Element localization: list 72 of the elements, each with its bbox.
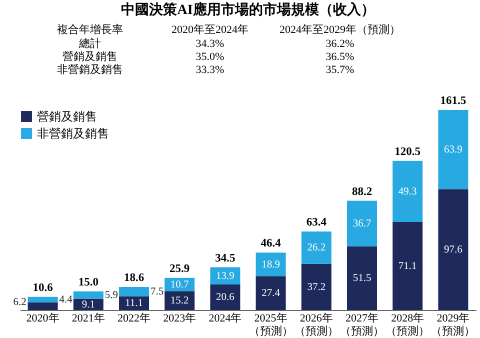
x-tick-label: 2021年 <box>72 312 105 324</box>
x-tick-label: 2029年（預測） <box>431 312 476 338</box>
text: 36.2% <box>326 38 354 50</box>
data-label: 27.4 <box>262 288 281 300</box>
bar <box>164 291 195 310</box>
data-label: 37.2 <box>307 282 326 293</box>
x-tick-label: 2023年 <box>163 312 196 324</box>
data-label: 5.9 <box>104 290 118 302</box>
x-tick-label: 2024年 <box>208 312 242 324</box>
x-tick-label: 2025年（預測） <box>248 312 293 338</box>
data-label: 18.9 <box>262 259 280 270</box>
total-label: 15.0 <box>78 276 99 288</box>
data-label: 10.7 <box>170 280 189 291</box>
text: 35.7% <box>326 64 354 76</box>
bar <box>301 231 332 264</box>
bar <box>210 284 240 310</box>
x-tick-label: 2026年（預測） <box>294 312 338 338</box>
bar <box>347 200 377 246</box>
data-label: 51.5 <box>352 273 372 284</box>
bar <box>28 302 58 310</box>
bar <box>438 189 468 310</box>
bar <box>392 222 423 310</box>
text: 36.5% <box>326 51 354 63</box>
text: 2024年至2029年（預測） <box>280 24 400 36</box>
bar <box>392 160 423 222</box>
data-label: 11.1 <box>125 298 143 310</box>
total-label: 46.4 <box>260 238 282 250</box>
total-label: 10.6 <box>32 282 54 294</box>
data-label: 15.2 <box>170 296 189 307</box>
bar <box>28 296 58 302</box>
text: 總計 <box>78 37 101 50</box>
text: 35.0% <box>196 51 224 63</box>
total-label: 161.5 <box>440 95 466 107</box>
text: 複合年增長率 <box>57 23 123 36</box>
total-label: 25.9 <box>170 262 190 275</box>
data-label: 9.1 <box>82 299 95 310</box>
data-label: 49.3 <box>398 186 417 198</box>
x-tick-label: 2022年 <box>118 312 150 324</box>
data-label: 13.9 <box>216 270 234 282</box>
bar <box>256 252 286 276</box>
data-label: 7.5 <box>150 286 164 298</box>
total-label: 18.6 <box>124 272 144 284</box>
data-label: 97.6 <box>444 244 462 256</box>
total-label: 34.5 <box>215 252 236 264</box>
data-label: 26.2 <box>307 242 326 254</box>
text: 營銷及銷售 <box>62 50 118 63</box>
data-label: 6.2 <box>13 297 26 308</box>
total-label: 88.2 <box>352 186 372 198</box>
x-tick-label: 2028年（預測） <box>386 312 430 338</box>
data-label: 63.9 <box>444 144 462 156</box>
x-tick-label: 2020年 <box>26 312 60 324</box>
text: 2020年至2024年 <box>172 24 248 36</box>
total-label: 120.5 <box>394 146 421 158</box>
data-label: 36.7 <box>352 218 372 230</box>
data-label: 4.4 <box>59 294 74 306</box>
bar <box>301 264 332 310</box>
text: 34.3% <box>196 38 224 50</box>
chart-title: 中國決策AI應用市場的市場規模（收入） <box>121 1 375 18</box>
bar <box>73 291 104 299</box>
legend-label: 非營銷及銷售 <box>37 126 109 140</box>
data-label: 71.1 <box>398 260 417 272</box>
data-label: 20.6 <box>216 292 234 304</box>
x-tick-label: 2027年（預測） <box>340 312 384 338</box>
total-label: 63.4 <box>306 216 327 228</box>
text: 33.3% <box>196 64 224 76</box>
bar <box>119 286 149 296</box>
bar <box>438 110 468 190</box>
text: 非營銷及銷售 <box>57 63 123 76</box>
bar <box>347 246 377 310</box>
bar <box>256 276 286 310</box>
bar <box>73 298 104 310</box>
legend-label: 營銷及銷售 <box>37 110 97 124</box>
